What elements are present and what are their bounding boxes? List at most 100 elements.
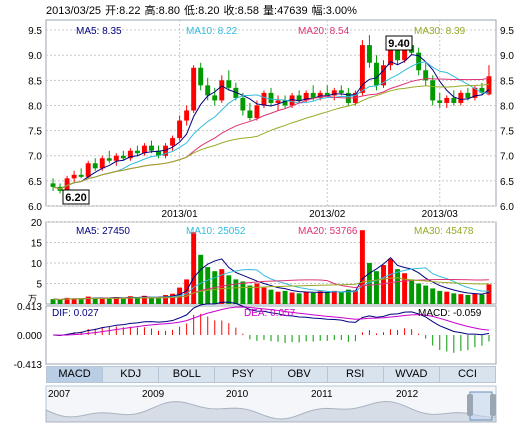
- candle-body: [85, 163, 91, 177]
- price-ytick-right: 9.5: [500, 26, 514, 37]
- tab-macd[interactable]: MACD: [47, 367, 104, 382]
- candle: [191, 65, 197, 113]
- volume-bar: [64, 297, 70, 304]
- volume-bar: [275, 291, 281, 304]
- timeline-left-handle[interactable]: [467, 394, 473, 416]
- candle-body: [437, 100, 443, 103]
- price-ytick-left: 7.0: [28, 152, 42, 163]
- volume-bar: [486, 284, 492, 304]
- candle: [486, 65, 492, 96]
- candle-body: [254, 105, 260, 119]
- candle-body: [106, 158, 112, 161]
- indicator-tabs: MACD KDJ BOLL PSY OBV RSI WVAD CCI: [46, 366, 496, 383]
- timeline-right-handle[interactable]: [490, 394, 496, 416]
- volume-bar: [444, 291, 450, 304]
- volume-bar: [226, 275, 232, 304]
- quote-header: 2013/03/25 开:8.22 高:8.80 低:8.20 收:8.58 量:4763…: [46, 2, 361, 18]
- candle: [71, 170, 77, 184]
- price-ytick-left: 8.0: [28, 101, 42, 112]
- candle-body: [268, 92, 274, 103]
- candle: [134, 145, 140, 156]
- volume-bar: [282, 290, 288, 304]
- volume-bar: [163, 294, 168, 304]
- candle-body: [423, 70, 429, 81]
- candle: [198, 62, 204, 91]
- price-ma5-line: [52, 54, 490, 190]
- volume-bar: [303, 291, 309, 304]
- candle-body: [338, 90, 344, 93]
- candle-body: [191, 67, 197, 111]
- candle-body: [78, 174, 84, 177]
- candle: [359, 40, 365, 96]
- candle-body: [71, 174, 77, 179]
- candle-body: [366, 45, 372, 63]
- change-value: 3.00%: [325, 5, 357, 17]
- candle-body: [149, 145, 154, 151]
- candle: [184, 105, 190, 126]
- candle-body: [486, 76, 492, 95]
- tab-rsi[interactable]: RSI: [328, 367, 384, 382]
- timeline-year: 2011: [311, 389, 333, 400]
- volume-bar: [113, 297, 119, 304]
- macd-ytick: 0.000: [17, 331, 42, 342]
- volume-bar: [317, 291, 323, 304]
- price-ytick-left: 8.5: [28, 76, 42, 87]
- volume-bar: [289, 292, 295, 304]
- close-value: 8.58: [237, 5, 259, 17]
- timeline-year: 2010: [226, 389, 249, 400]
- quote-date: 2013/03/25: [46, 5, 102, 17]
- volume-ma30-line: [53, 277, 489, 300]
- price-ytick-left: 6.0: [28, 202, 42, 213]
- candle-body: [479, 87, 485, 93]
- macd-lines: [52, 301, 490, 336]
- timeline-year: 2007: [48, 389, 71, 400]
- volume-bar: [423, 285, 429, 304]
- dea-legend: DEA: 0.057: [244, 308, 296, 319]
- candle-body: [317, 92, 323, 98]
- price-ma10-legend: MA10: 8.22: [186, 26, 238, 37]
- volume-bar: [381, 265, 386, 304]
- candle: [149, 140, 154, 154]
- volume-bar: [465, 294, 471, 304]
- candle-body: [472, 87, 478, 98]
- timeline-selection[interactable]: [469, 391, 493, 421]
- volume-bar: [149, 297, 154, 304]
- volume-bar: [85, 296, 91, 304]
- low-label: 低:: [184, 5, 199, 17]
- volume-bar: [472, 293, 478, 304]
- volume-bar: [127, 296, 133, 304]
- tab-wvad[interactable]: WVAD: [384, 367, 440, 382]
- price-ma20-legend: MA20: 8.54: [298, 26, 350, 37]
- candle-body: [324, 92, 330, 96]
- price-x-axis: 2013/01 2013/02 2013/03: [162, 209, 459, 220]
- tab-cci[interactable]: CCI: [457, 368, 477, 380]
- price-ytick-left: 7.5: [28, 127, 42, 138]
- tab-kdj[interactable]: KDJ: [103, 367, 160, 382]
- candle-body: [184, 110, 190, 121]
- volume-bar: [134, 297, 140, 304]
- tab-psy[interactable]: PSY: [215, 367, 272, 382]
- dif-legend: DIF: 0.027: [52, 308, 99, 319]
- candle: [430, 75, 436, 106]
- volume-bar: [247, 285, 253, 304]
- low-marker-box: [62, 189, 90, 205]
- price-ma30-line: [52, 83, 490, 190]
- candle: [437, 92, 443, 108]
- tab-obv[interactable]: OBV: [272, 367, 328, 382]
- volume-bar: [156, 298, 161, 304]
- candle: [416, 47, 422, 76]
- macd-ytick: 0.413: [17, 302, 42, 313]
- price-ytick-right: 6.0: [500, 202, 514, 213]
- candle-body: [416, 52, 422, 71]
- timeline-year: 2012: [396, 389, 419, 400]
- volume-bars: [50, 230, 492, 304]
- volume-bar: [395, 269, 401, 304]
- price-xtick: 2013/02: [309, 209, 346, 220]
- tab-boll[interactable]: BOLL: [159, 367, 216, 382]
- timeline-years: 2007 2009 2010 2011 2012: [48, 389, 419, 400]
- volume-y-axis: 20 15 10 5: [31, 218, 43, 291]
- volume-bar: [233, 279, 239, 304]
- price-xtick: 2013/03: [422, 209, 459, 220]
- price-ma10-line: [52, 61, 490, 190]
